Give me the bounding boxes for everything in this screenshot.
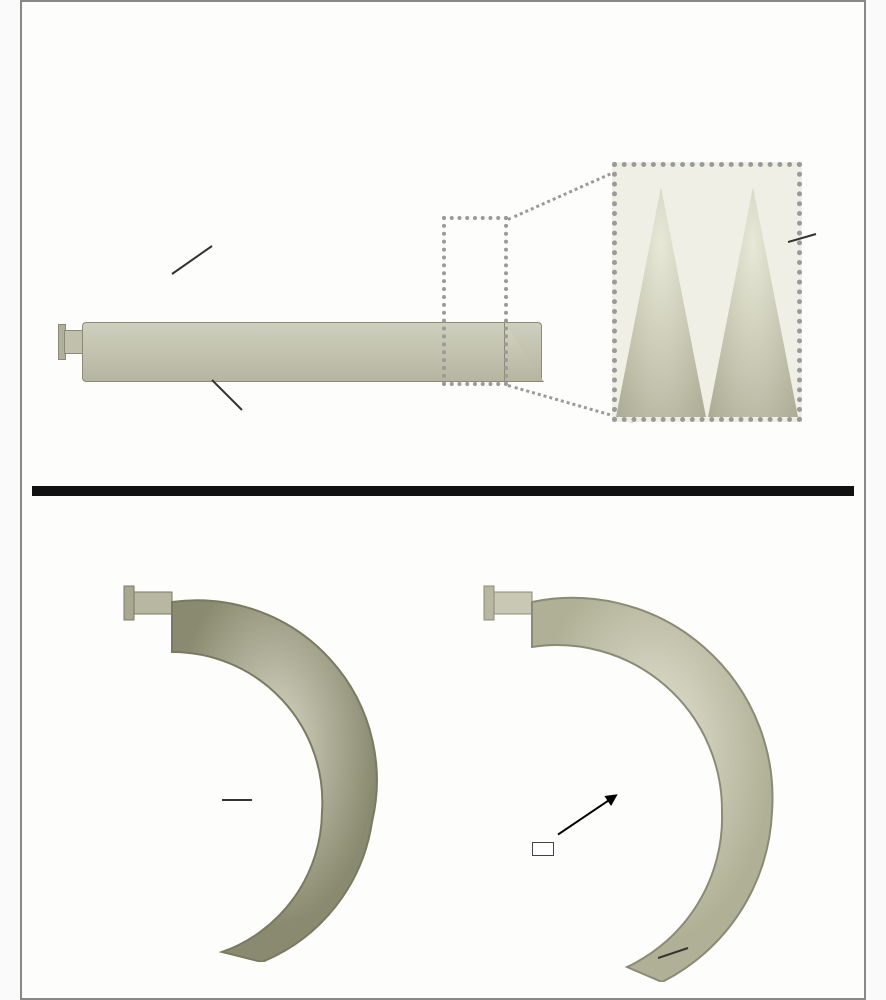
section-divider (32, 486, 854, 496)
panel-a-callout-box (442, 216, 508, 386)
leader-130 (788, 222, 828, 262)
leader-line-top (507, 165, 627, 221)
inlet-tube (64, 330, 84, 354)
figure-frame (20, 0, 866, 1000)
const-radius-box (532, 842, 554, 856)
zoom-tooth-left (611, 187, 711, 417)
panel-b-zoom (612, 162, 802, 422)
panel-d-curved (462, 562, 822, 962)
panel-c-svg (72, 562, 432, 962)
panel-d-svg (462, 562, 842, 982)
leader-120-a (202, 376, 262, 416)
leader-120-c (222, 786, 262, 816)
panel-c-curved (72, 562, 432, 962)
leader-120-d (658, 942, 698, 972)
leader-110-a (162, 244, 222, 284)
